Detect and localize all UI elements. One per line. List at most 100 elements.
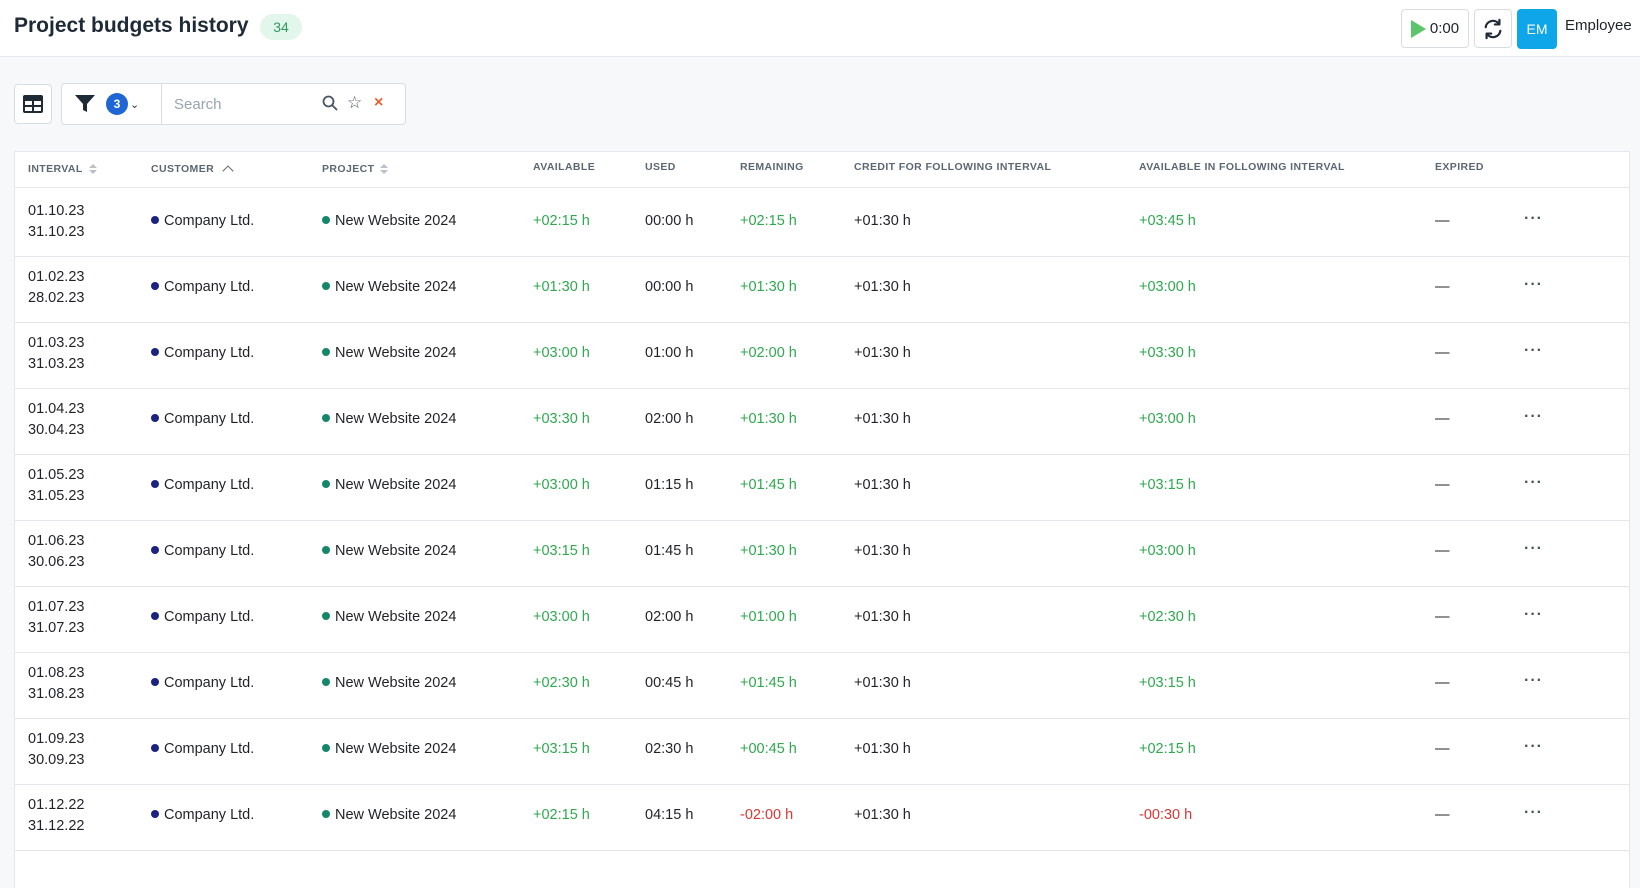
- column-header-available-following: AVAILABLE IN FOLLOWING INTERVAL: [1139, 161, 1345, 173]
- interval-cell: 01.07.23 31.07.23: [28, 597, 84, 639]
- used-cell: 04:15 h: [645, 807, 694, 823]
- customer-cell[interactable]: Company Ltd.: [151, 477, 254, 493]
- table-row[interactable]: 01.05.23 31.05.23 Company Ltd. New Websi…: [15, 452, 1629, 521]
- expired-cell: —: [1435, 411, 1450, 427]
- search-input[interactable]: [174, 93, 374, 115]
- project-color-dot: [322, 810, 330, 818]
- table-row[interactable]: 01.09.23 30.09.23 Company Ltd. New Websi…: [15, 716, 1629, 785]
- remaining-cell: +01:30 h: [740, 279, 797, 295]
- star-icon[interactable]: ☆: [347, 93, 363, 112]
- credit-cell: +01:30 h: [854, 477, 911, 493]
- more-icon[interactable]: ···: [1524, 606, 1543, 623]
- more-icon[interactable]: ···: [1524, 276, 1543, 293]
- available-following-cell: +03:30 h: [1139, 345, 1196, 361]
- customer-name: Company Ltd.: [164, 477, 255, 493]
- available-cell: +02:15 h: [533, 213, 590, 229]
- project-name: New Website 2024: [335, 675, 457, 691]
- project-cell[interactable]: New Website 2024: [322, 411, 456, 427]
- customer-cell[interactable]: Company Ltd.: [151, 345, 254, 361]
- sort-icon: [380, 164, 389, 174]
- project-cell[interactable]: New Website 2024: [322, 213, 456, 229]
- remaining-cell: +02:15 h: [740, 213, 797, 229]
- available-following-cell: +03:15 h: [1139, 477, 1196, 493]
- available-following-cell: +03:00 h: [1139, 543, 1196, 559]
- customer-cell[interactable]: Company Ltd.: [151, 807, 254, 823]
- remaining-cell: +01:45 h: [740, 477, 797, 493]
- customer-cell[interactable]: Company Ltd.: [151, 741, 254, 757]
- customer-cell[interactable]: Company Ltd.: [151, 675, 254, 691]
- credit-cell: +01:30 h: [854, 213, 911, 229]
- remaining-cell: +02:00 h: [740, 345, 797, 361]
- table-row[interactable]: 01.12.22 31.12.22 Company Ltd. New Websi…: [15, 782, 1629, 851]
- filter-button[interactable]: 3 ⌄: [62, 84, 162, 124]
- project-cell[interactable]: New Website 2024: [322, 345, 456, 361]
- project-cell[interactable]: New Website 2024: [322, 675, 456, 691]
- project-cell[interactable]: New Website 2024: [322, 807, 456, 823]
- column-header-expired: EXPIRED: [1435, 161, 1484, 173]
- sync-button[interactable]: [1474, 9, 1512, 48]
- project-cell[interactable]: New Website 2024: [322, 543, 456, 559]
- table-row[interactable]: 01.03.23 31.03.23 Company Ltd. New Websi…: [15, 320, 1629, 389]
- available-following-cell: +03:00 h: [1139, 279, 1196, 295]
- used-cell: 01:15 h: [645, 477, 694, 493]
- column-header-project[interactable]: PROJECT: [322, 163, 389, 175]
- close-icon[interactable]: ×: [374, 94, 384, 111]
- project-cell[interactable]: New Website 2024: [322, 609, 456, 625]
- column-header-customer[interactable]: CUSTOMER: [151, 163, 234, 177]
- available-cell: +02:15 h: [533, 807, 590, 823]
- timer-button[interactable]: 0:00: [1401, 9, 1469, 48]
- more-icon[interactable]: ···: [1524, 408, 1543, 425]
- customer-cell[interactable]: Company Ltd.: [151, 609, 254, 625]
- project-color-dot: [322, 546, 330, 554]
- project-cell[interactable]: New Website 2024: [322, 279, 456, 295]
- available-cell: +03:00 h: [533, 609, 590, 625]
- interval-cell: 01.08.23 31.08.23: [28, 663, 84, 705]
- avatar[interactable]: EM: [1517, 9, 1557, 49]
- table-view-button[interactable]: [14, 84, 52, 124]
- project-cell[interactable]: New Website 2024: [322, 477, 456, 493]
- interval-start: 01.05.23: [28, 467, 85, 483]
- column-header-interval[interactable]: INTERVAL: [28, 163, 97, 175]
- table-row[interactable]: 01.06.23 30.06.23 Company Ltd. New Websi…: [15, 518, 1629, 587]
- more-icon[interactable]: ···: [1524, 804, 1543, 821]
- used-cell: 00:00 h: [645, 279, 694, 295]
- table-row[interactable]: 01.04.23 30.04.23 Company Ltd. New Websi…: [15, 386, 1629, 455]
- project-name: New Website 2024: [335, 279, 457, 295]
- interval-end: 31.12.22: [28, 818, 85, 834]
- project-name: New Website 2024: [335, 741, 457, 757]
- customer-cell[interactable]: Company Ltd.: [151, 279, 254, 295]
- page-title: Project budgets history: [14, 14, 249, 37]
- record-count-badge: 34: [260, 14, 302, 40]
- expired-cell: —: [1435, 741, 1450, 757]
- more-icon[interactable]: ···: [1524, 210, 1543, 227]
- table-row[interactable]: 01.02.23 28.02.23 Company Ltd. New Websi…: [15, 254, 1629, 323]
- used-cell: 01:45 h: [645, 543, 694, 559]
- more-icon[interactable]: ···: [1524, 540, 1543, 557]
- available-cell: +03:00 h: [533, 345, 590, 361]
- column-header-remaining: REMAINING: [740, 161, 804, 173]
- customer-color-dot: [151, 612, 159, 620]
- customer-cell[interactable]: Company Ltd.: [151, 411, 254, 427]
- more-icon[interactable]: ···: [1524, 672, 1543, 689]
- table-row[interactable]: 01.10.23 31.10.23 Company Ltd. New Websi…: [15, 188, 1629, 257]
- user-name[interactable]: Employee: [1565, 17, 1632, 34]
- more-icon[interactable]: ···: [1524, 738, 1543, 755]
- more-icon[interactable]: ···: [1524, 342, 1543, 359]
- project-cell[interactable]: New Website 2024: [322, 741, 456, 757]
- interval-start: 01.04.23: [28, 401, 85, 417]
- search-icon[interactable]: [322, 95, 338, 111]
- customer-cell[interactable]: Company Ltd.: [151, 213, 254, 229]
- interval-end: 28.02.23: [28, 290, 85, 306]
- used-cell: 02:00 h: [645, 411, 694, 427]
- interval-start: 01.12.22: [28, 797, 85, 813]
- customer-color-dot: [151, 810, 159, 818]
- customer-cell[interactable]: Company Ltd.: [151, 543, 254, 559]
- interval-cell: 01.03.23 31.03.23: [28, 333, 84, 375]
- more-icon[interactable]: ···: [1524, 474, 1543, 491]
- interval-start: 01.02.23: [28, 269, 85, 285]
- credit-cell: +01:30 h: [854, 345, 911, 361]
- table-row[interactable]: 01.07.23 31.07.23 Company Ltd. New Websi…: [15, 584, 1629, 653]
- table-row[interactable]: 01.08.23 31.08.23 Company Ltd. New Websi…: [15, 650, 1629, 719]
- customer-name: Company Ltd.: [164, 543, 255, 559]
- interval-end: 31.05.23: [28, 488, 85, 504]
